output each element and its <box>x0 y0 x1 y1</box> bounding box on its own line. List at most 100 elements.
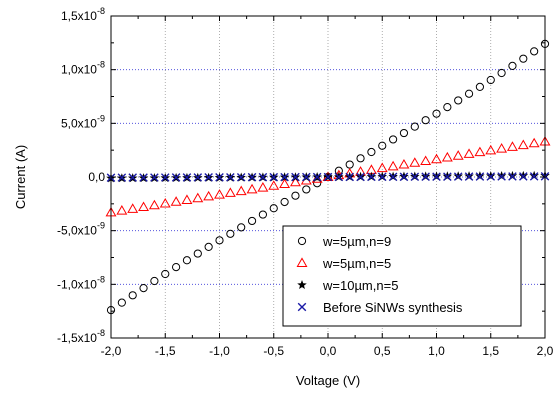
data-point <box>313 179 322 188</box>
data-point <box>150 173 159 182</box>
data-point <box>356 172 365 182</box>
x-tick-label: -1,5 <box>155 344 176 358</box>
data-point <box>508 172 517 181</box>
data-point <box>312 172 322 182</box>
data-point <box>193 249 202 258</box>
data-point <box>497 172 506 181</box>
data-point <box>409 157 421 167</box>
x-tick-label: 2,0 <box>537 344 554 358</box>
data-point <box>247 172 257 182</box>
series-x <box>106 172 550 182</box>
x-tick-label: -0,5 <box>263 344 284 358</box>
data-point <box>182 256 192 265</box>
data-point <box>376 162 388 173</box>
data-point <box>528 137 540 148</box>
data-point <box>170 196 182 206</box>
x-tick-label: -1,0 <box>209 344 230 358</box>
legend-label: w=5µm,n=9 <box>322 234 391 249</box>
legend: w=5µm,n=9 w=5µm,n=5 w=10µm,n=5 Before SiNWs… <box>282 225 522 327</box>
data-point <box>246 183 258 194</box>
data-point <box>345 160 354 169</box>
data-point <box>193 173 203 182</box>
data-point <box>475 82 484 92</box>
axis-ticks: -2,0 -1,5 -1,0 -0,5 0,0 0,5 1,0 1,5 2,0 -1,5x10-8… <box>57 6 554 358</box>
y-tick-label: 1,0x10-8 <box>61 60 105 77</box>
y-tick-label: 5,0x10-9 <box>61 113 105 130</box>
x-tick-label: -2,0 <box>101 344 122 358</box>
data-point <box>421 172 430 182</box>
data-point <box>235 185 247 196</box>
data-point <box>507 170 518 180</box>
data-point <box>334 172 344 182</box>
y-tick-label: 1,5x10-8 <box>61 6 105 23</box>
data-point <box>398 158 410 169</box>
data-point <box>410 122 419 131</box>
data-point <box>377 172 387 182</box>
data-point <box>182 173 192 182</box>
legend-label: w=10µm,n=5 <box>322 278 398 293</box>
y-tick-label: 0,0 <box>88 170 105 184</box>
data-point <box>517 139 529 150</box>
data-point <box>116 205 128 215</box>
data-point <box>464 89 474 98</box>
data-point <box>236 172 246 182</box>
data-point <box>399 128 409 138</box>
data-point <box>431 153 442 164</box>
legend-label: Before SiNWs synthesis <box>323 300 463 315</box>
data-point <box>280 172 289 182</box>
data-point <box>410 172 420 182</box>
data-point <box>475 172 485 181</box>
data-point <box>389 135 398 144</box>
data-point <box>432 172 441 181</box>
legend-marker-x <box>297 302 307 312</box>
data-point <box>148 199 160 210</box>
data-point <box>203 190 215 201</box>
data-point <box>529 172 539 181</box>
y-tick-label: -1,5x10-8 <box>57 328 105 345</box>
data-point <box>323 172 333 182</box>
series-layer <box>105 39 551 315</box>
data-point <box>117 173 127 182</box>
data-point <box>432 109 441 118</box>
data-point <box>387 160 399 171</box>
data-point <box>474 146 486 157</box>
data-point <box>258 172 268 182</box>
data-point <box>291 191 300 200</box>
data-point <box>518 170 529 180</box>
x-tick-label: 1,0 <box>428 344 445 358</box>
data-point <box>529 170 539 180</box>
data-point <box>311 173 323 183</box>
data-point <box>204 242 213 252</box>
data-point <box>519 172 528 181</box>
data-point <box>161 269 170 279</box>
data-point <box>399 172 409 182</box>
data-point <box>452 150 464 160</box>
data-point <box>279 178 291 189</box>
data-point <box>302 172 311 182</box>
data-point <box>204 173 213 182</box>
series-circle <box>106 39 550 315</box>
x-tick-label: 0,5 <box>374 344 391 358</box>
data-point <box>269 172 279 182</box>
data-point <box>257 182 269 192</box>
x-tick-label: 0,0 <box>320 344 337 358</box>
data-point <box>128 173 137 182</box>
data-point <box>160 173 170 182</box>
data-point <box>171 173 181 182</box>
data-point <box>159 197 171 208</box>
data-point <box>214 189 225 199</box>
data-point <box>127 203 139 213</box>
data-point <box>453 172 463 181</box>
data-point <box>441 151 453 162</box>
data-point <box>485 144 497 155</box>
data-point <box>224 187 236 197</box>
x-axis-label: Voltage (V) <box>296 373 360 388</box>
data-point <box>463 148 475 158</box>
data-point <box>367 172 376 182</box>
data-point <box>192 192 204 203</box>
data-point <box>117 298 126 307</box>
legend-marker-circle <box>297 236 307 246</box>
data-point <box>289 176 301 187</box>
